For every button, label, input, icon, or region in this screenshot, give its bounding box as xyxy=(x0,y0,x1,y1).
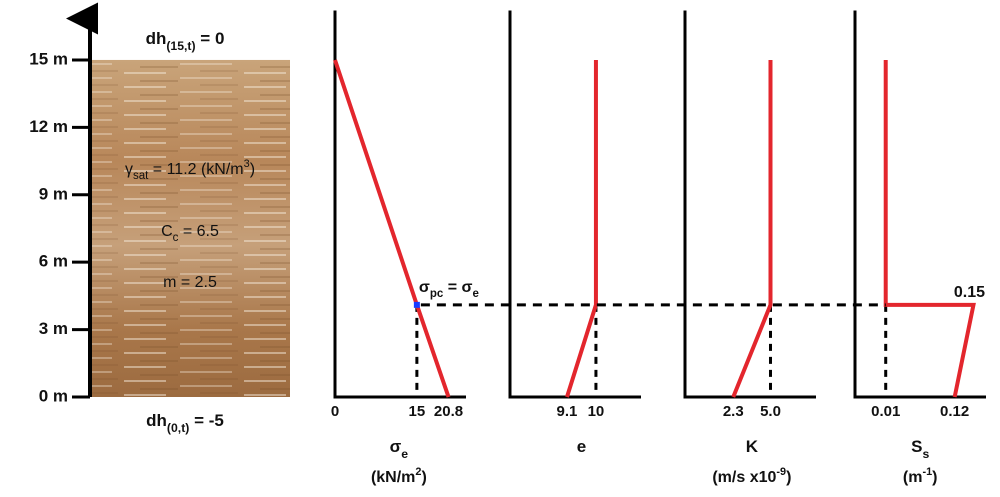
x-tick-label: 5.0 xyxy=(760,403,781,420)
x-axis-units-part: -9 xyxy=(776,466,786,478)
soil-property: m = 2.5 xyxy=(163,274,217,291)
x-axis-units-part: ) xyxy=(786,469,791,486)
value-label: 0.15 xyxy=(954,284,985,301)
top-boundary-label-part: (15,t) xyxy=(166,39,195,53)
x-axis-units: (m-1) xyxy=(903,466,938,486)
soil-property-part: sat xyxy=(133,170,149,182)
x-axis-label-part: s xyxy=(922,447,929,461)
x-axis-units: (kN/m2) xyxy=(371,466,427,486)
annotation-part: = σ xyxy=(443,279,472,296)
x-axis-units-part: ) xyxy=(932,469,937,486)
x-axis-label: e xyxy=(577,437,586,456)
x-tick-label: 15 xyxy=(409,403,426,420)
y-tick-label: 6 m xyxy=(39,252,68,271)
x-axis-label-part: S xyxy=(911,437,922,456)
soil-property-part: m = 2.5 xyxy=(163,274,217,291)
bottom-boundary-label-part: = -5 xyxy=(189,411,224,430)
profile-line xyxy=(883,59,976,398)
x-tick-label: 10 xyxy=(588,403,605,420)
soil-property-part: = 6.5 xyxy=(178,223,219,240)
soil-property-part: γ xyxy=(125,161,133,178)
soil-property-part: c xyxy=(173,232,179,244)
annotation-part: σ xyxy=(419,279,430,296)
pc-point xyxy=(413,301,420,308)
x-tick-label: 0 xyxy=(331,403,339,420)
y-tick-label: 15 m xyxy=(29,49,68,68)
y-tick-label: 12 m xyxy=(29,117,68,136)
x-axis-label-part: e xyxy=(401,447,408,461)
soil-property-part: C xyxy=(161,223,173,240)
x-tick-label: 9.1 xyxy=(557,403,578,420)
x-axis-units-part: (m/s x10 xyxy=(712,469,776,486)
x-tick-label: 2.3 xyxy=(723,403,744,420)
x-axis-units-part: (kN/m xyxy=(371,469,415,486)
profile-line xyxy=(565,59,598,398)
soil-property-part: 3 xyxy=(244,158,250,170)
annotation-part: pc xyxy=(430,288,444,300)
annotation-part: e xyxy=(472,288,479,300)
x-axis-label-part: e xyxy=(577,437,586,456)
x-axis-label: K xyxy=(746,437,759,456)
x-axis-units-part: 2 xyxy=(415,466,421,478)
x-axis-units: (m/s x10-9) xyxy=(712,466,791,486)
x-axis-units-part: (m xyxy=(903,469,923,486)
y-tick-label: 9 m xyxy=(39,184,68,203)
x-axis-units-part: ) xyxy=(421,469,426,486)
x-axis-units-part: -1 xyxy=(922,466,932,478)
top-boundary-label-part: dh xyxy=(146,29,167,48)
soil-property: γsat = 11.2 (kN/m3) xyxy=(125,158,255,182)
profile-line xyxy=(333,59,451,398)
bottom-boundary-label-part: (0,t) xyxy=(167,421,189,435)
x-axis-label: σe xyxy=(390,437,409,461)
x-tick-label: 0.12 xyxy=(940,403,969,420)
soil-property: Cc = 6.5 xyxy=(161,223,219,244)
bottom-boundary-label-part: dh xyxy=(146,411,167,430)
y-tick-label: 0 m xyxy=(39,386,68,405)
soil-texture xyxy=(90,59,290,397)
x-axis-label-part: K xyxy=(746,437,759,456)
y-tick-label: 3 m xyxy=(39,319,68,338)
x-axis-label: Ss xyxy=(911,437,929,461)
bottom-boundary-label: dh(0,t) = -5 xyxy=(146,411,224,435)
x-axis-label-part: σ xyxy=(390,437,402,456)
x-tick-label: 0.01 xyxy=(871,403,900,420)
profile-line xyxy=(731,59,773,398)
x-tick-label: 20.8 xyxy=(434,403,463,420)
soil-property-part: = 11.2 (kN/m xyxy=(148,161,243,178)
top-boundary-label-part: = 0 xyxy=(196,29,225,48)
annotation: σpc = σe xyxy=(419,279,480,300)
top-boundary-label: dh(15,t) = 0 xyxy=(146,29,225,53)
soil-property-part: ) xyxy=(250,161,255,178)
